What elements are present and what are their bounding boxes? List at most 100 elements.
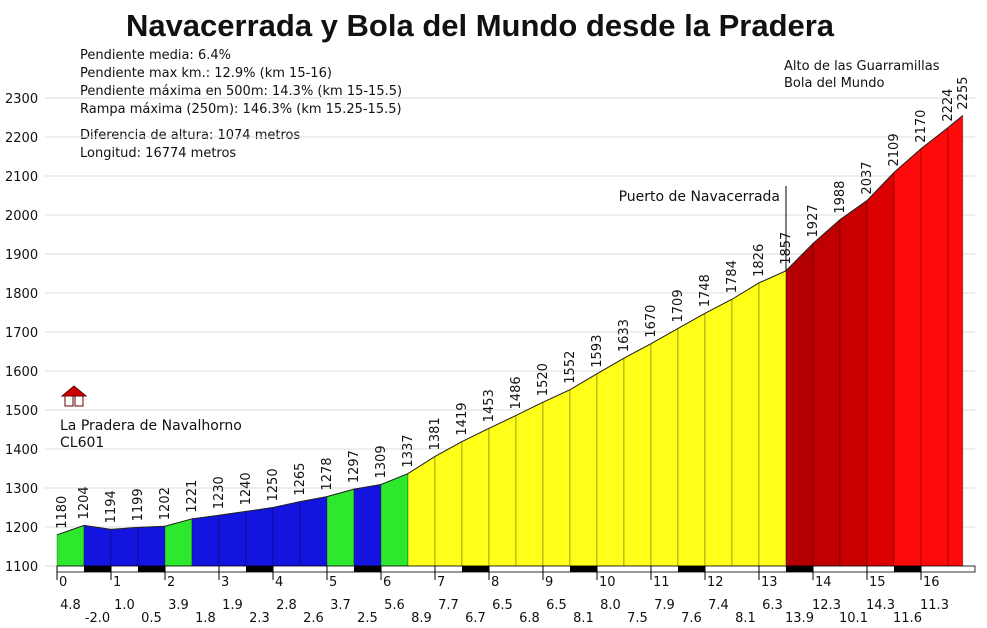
altitude-label: 1748: [698, 274, 713, 307]
profile-segment: [758, 270, 787, 567]
x-tick-label: 2: [167, 575, 175, 590]
gradient-label: 8.0: [600, 598, 621, 613]
gradient-label: -2.0: [85, 611, 110, 626]
altitude-label: 1297: [347, 450, 362, 483]
x-axis-bar-block: [354, 566, 381, 572]
gradient-label: 2.3: [249, 611, 270, 626]
gradient-label: 7.6: [681, 611, 702, 626]
x-tick-label: 9: [545, 575, 553, 590]
altitude-label: 1204: [77, 486, 92, 519]
gradient-label: 2.6: [303, 611, 324, 626]
annotation: CL601: [60, 435, 104, 451]
altitude-label: 1199: [131, 488, 146, 521]
y-tick-label: 1100: [5, 560, 38, 575]
annotation: La Pradera de Navalhorno: [60, 418, 242, 434]
gradient-label: 7.4: [708, 598, 729, 613]
x-tick-label: 11: [653, 575, 670, 590]
gradient-label: 5.6: [384, 598, 405, 613]
altitude-label: 1265: [293, 463, 308, 496]
gradient-label: 6.7: [465, 611, 486, 626]
altitude-label: 2255: [956, 76, 971, 109]
profile-segment: [299, 496, 328, 567]
altitude-label: 1670: [644, 305, 659, 338]
y-tick-label: 2300: [5, 92, 38, 107]
altitude-label: 1593: [590, 335, 605, 368]
profile-segment: [326, 488, 355, 567]
profile-segment: [407, 455, 436, 567]
altitude-label: 2109: [887, 133, 902, 166]
altitude-label: 1988: [833, 181, 848, 214]
altitude-label: 1552: [563, 351, 578, 384]
info-line: Diferencia de altura: 1074 metros: [80, 128, 300, 143]
x-tick-label: 5: [329, 575, 337, 590]
gradient-label: 11.3: [920, 598, 949, 613]
profile-segment: [569, 373, 598, 567]
altitude-label: 1520: [536, 363, 551, 396]
gradient-label: 7.7: [438, 598, 459, 613]
x-tick-label: 7: [437, 575, 445, 590]
gradient-label: 2.8: [276, 598, 297, 613]
y-tick-label: 1200: [5, 521, 38, 536]
profile-line: [56, 115, 964, 536]
gradient-label: 8.1: [573, 611, 594, 626]
profile-segment: [461, 427, 490, 567]
altitude-label: 2037: [860, 161, 875, 194]
x-tick-label: 8: [491, 575, 499, 590]
altitude-label: 1381: [428, 417, 443, 450]
profile-segment: [272, 501, 301, 567]
x-axis-bar-block: [462, 566, 489, 572]
profile-segment: [893, 147, 922, 567]
profile-segment: [839, 199, 868, 567]
y-tick-label: 1600: [5, 365, 38, 380]
x-tick-label: 0: [59, 575, 67, 590]
altitude-label: 1927: [806, 204, 821, 237]
altitude-label: 1250: [266, 468, 281, 501]
altitude-label: 1826: [752, 244, 767, 277]
start-icon: [60, 385, 88, 407]
profile-segment: [515, 401, 544, 567]
y-tick-label: 2200: [5, 131, 38, 146]
profile-segment: [110, 526, 139, 567]
profile-segment: [245, 507, 274, 567]
profile: [56, 114, 964, 567]
profile-segment: [947, 114, 964, 567]
gradient-label: 1.0: [114, 598, 135, 613]
annotation: Bola del Mundo: [784, 76, 885, 91]
x-axis-bar-block: [84, 566, 111, 572]
profile-segment: [623, 343, 652, 567]
info-line: Pendiente media: 6.4%: [80, 48, 231, 63]
gradient-label: 6.3: [762, 598, 783, 613]
gradient-label: 8.9: [411, 611, 432, 626]
chart-title: Navacerrada y Bola del Mundo desde la Pr…: [126, 8, 835, 43]
gradient-label: 3.9: [168, 598, 189, 613]
profile-segment: [56, 524, 85, 567]
profile-segment: [785, 242, 814, 567]
profile-segment: [488, 414, 517, 567]
y-tick-label: 1300: [5, 482, 38, 497]
altitude-label: 1194: [104, 490, 119, 523]
gradient-label: 2.5: [357, 611, 378, 626]
profile-segment: [164, 518, 193, 567]
altitude-label: 1221: [185, 480, 200, 513]
altitude-label: 1453: [482, 389, 497, 422]
y-tick-label: 1800: [5, 287, 38, 302]
gradient-label: 0.5: [141, 611, 162, 626]
profile-segment: [191, 514, 220, 567]
annotation: Puerto de Navacerrada: [619, 189, 780, 205]
y-tick-label: 1500: [5, 404, 38, 419]
x-axis-bar-block: [138, 566, 165, 572]
profile-segment: [704, 298, 733, 567]
altitude-label: 2170: [914, 110, 929, 143]
profile-segment: [866, 171, 895, 567]
profile-segment: [596, 357, 625, 567]
altitude-label: 1784: [725, 260, 740, 293]
gradient-label: 6.5: [492, 598, 513, 613]
x-axis-bar-block: [678, 566, 705, 572]
profile-segment: [731, 282, 760, 567]
profile-segment: [380, 472, 409, 567]
profile-segment: [83, 524, 112, 567]
x-axis-bar-block: [786, 566, 813, 572]
y-tick-label: 1900: [5, 248, 38, 263]
altitude-label: 1309: [374, 445, 389, 478]
